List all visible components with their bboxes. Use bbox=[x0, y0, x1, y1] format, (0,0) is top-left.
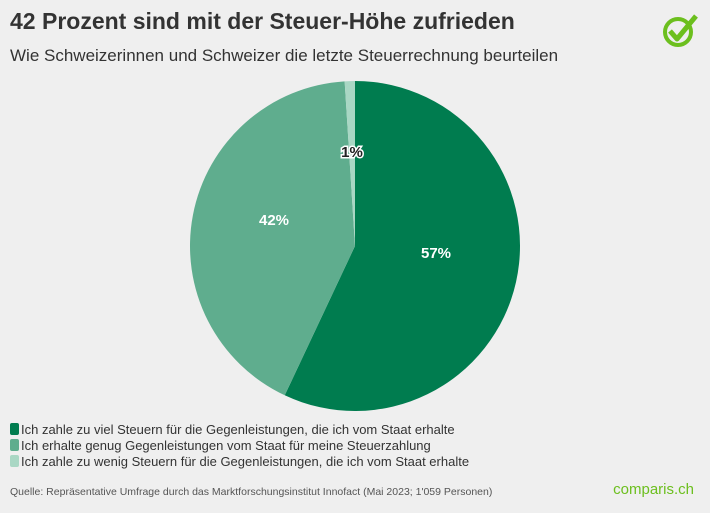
chart-subtitle: Wie Schweizerinnen und Schweizer die let… bbox=[10, 46, 559, 65]
legend: Ich zahle zu viel Steuern für die Gegenl… bbox=[10, 421, 469, 469]
slice-data-label: 57% bbox=[421, 245, 451, 262]
legend-item: Ich zahle zu wenig Steuern für die Gegen… bbox=[10, 453, 469, 469]
legend-label: Ich zahle zu wenig Steuern für die Gegen… bbox=[21, 453, 470, 469]
pie-chart: 57% 42% 1% bbox=[190, 81, 520, 411]
pie-slice bbox=[190, 81, 355, 396]
brand-logo: comparis.ch bbox=[613, 481, 694, 498]
pie-slice bbox=[344, 81, 355, 246]
check-circle-icon bbox=[663, 14, 698, 47]
legend-label: Ich erhalte genug Gegenleistungen vom St… bbox=[21, 437, 431, 453]
pie-slice bbox=[284, 81, 520, 411]
legend-swatch bbox=[10, 439, 19, 451]
source-note: Quelle: Repräsentative Umfrage durch das… bbox=[10, 486, 493, 498]
legend-swatch bbox=[10, 455, 19, 467]
chart-title: 42 Prozent sind mit der Steuer-Höhe zufr… bbox=[10, 8, 515, 34]
slice-data-label: 1% bbox=[341, 144, 363, 161]
legend-item: Ich zahle zu viel Steuern für die Gegenl… bbox=[10, 421, 469, 437]
slice-data-label: 42% bbox=[259, 212, 289, 229]
legend-swatch bbox=[10, 423, 19, 435]
legend-label: Ich zahle zu viel Steuern für die Gegenl… bbox=[21, 421, 455, 437]
legend-item: Ich erhalte genug Gegenleistungen vom St… bbox=[10, 437, 469, 453]
